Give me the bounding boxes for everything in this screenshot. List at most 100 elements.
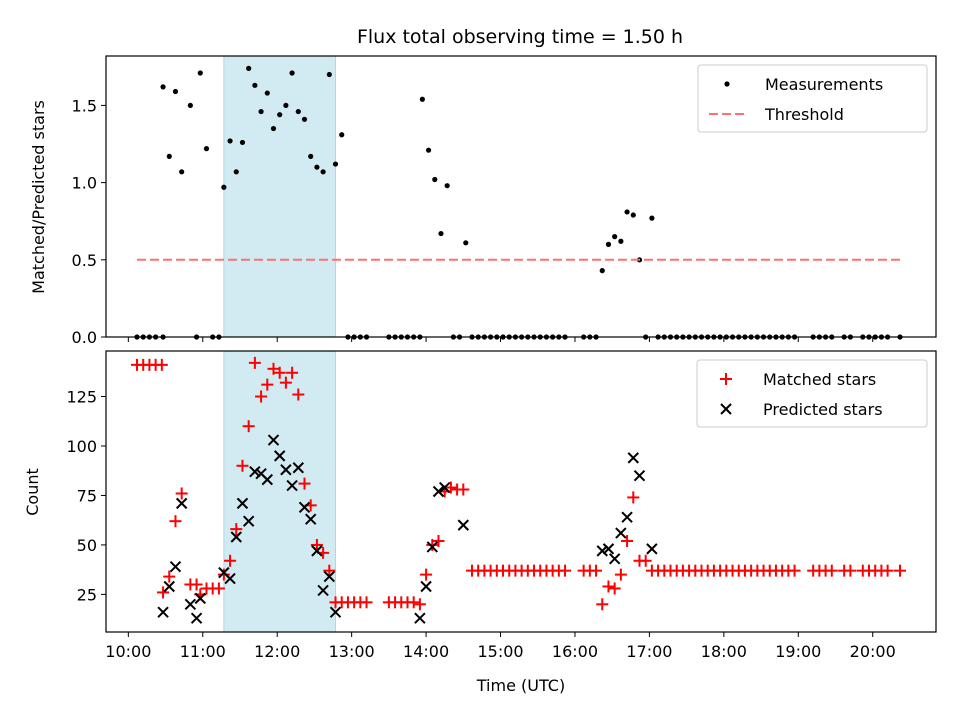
- predicted-stars-point: [175, 497, 188, 510]
- measurement-point: [289, 70, 295, 76]
- measurement-point: [339, 132, 345, 138]
- predicted-stars-point: [457, 519, 470, 531]
- matched-stars-point: [248, 356, 261, 369]
- matched-stars-point: [323, 564, 336, 577]
- matched-stars-point: [298, 477, 311, 490]
- predicted-stars-point: [615, 527, 627, 539]
- measurement-point: [320, 169, 326, 175]
- matched-stars-point: [261, 378, 274, 391]
- count-panel: 25 50 75 100 125 10:00 11:00 12:00 13:00 14:00 15…: [23, 350, 937, 695]
- matched-stars-point: [639, 554, 652, 567]
- measurement-point: [314, 164, 320, 170]
- x-tick-label: 18:00: [701, 642, 747, 661]
- predicted-stars-point: [438, 481, 451, 494]
- predicted-stars-point: [298, 501, 311, 514]
- measurement-point: [246, 65, 252, 71]
- predicted-stars-point: [432, 485, 445, 498]
- predicted-stars-point: [163, 580, 175, 593]
- matched-stars-point: [310, 538, 323, 551]
- x-tick-label: 12:00: [254, 642, 300, 661]
- legend-label-matched: Matched stars: [763, 370, 876, 389]
- shaded-span: [223, 350, 337, 633]
- measurement-point: [239, 139, 246, 146]
- matched-stars-point: [217, 568, 230, 581]
- chart-title: Flux total observing time = 1.50 h: [357, 26, 683, 48]
- matched-stars-point: [236, 459, 249, 472]
- matched-stars-point: [457, 483, 470, 496]
- measurement-point: [649, 215, 655, 221]
- matched-stars-point: [881, 564, 894, 577]
- predicted-stars-point: [249, 466, 261, 478]
- matched-stars-point: [163, 570, 176, 583]
- matched-stars-point: [825, 564, 838, 577]
- legend-label-predicted: Predicted stars: [763, 400, 883, 419]
- x-tick-label: 15:00: [477, 642, 523, 661]
- predicted-stars-point: [280, 464, 292, 476]
- matched-stars-point: [230, 523, 243, 536]
- measurement-point: [277, 112, 283, 118]
- measurement-point: [197, 70, 203, 76]
- x-axis-label: Time (UTC): [476, 676, 565, 695]
- legend-marker-matched: [720, 373, 732, 385]
- x-tick-label: 17:00: [626, 642, 672, 661]
- count-legend: Matched stars Predicted stars: [696, 359, 928, 428]
- matched-stars-point: [432, 534, 445, 547]
- measurement-point: [179, 169, 185, 175]
- x-axis-ticks: [127, 337, 874, 342]
- predicted-stars-point: [646, 543, 658, 555]
- predicted-stars-point: [414, 612, 426, 624]
- matched-stars-point: [590, 564, 603, 577]
- predicted-stars-point: [608, 553, 621, 565]
- measurement-point: [203, 146, 210, 152]
- matched-stars-point: [267, 362, 280, 375]
- measurement-point: [605, 241, 612, 247]
- predicted-stars-point: [236, 497, 249, 510]
- y-axis-ticks: 25 50 75 100 125: [66, 388, 106, 604]
- measurement-point: [187, 102, 193, 109]
- measurement-point: [166, 153, 172, 159]
- matched-stars-point: [224, 554, 237, 567]
- predicted-stars-point: [184, 598, 197, 611]
- predicted-stars-point: [317, 584, 329, 597]
- matched-stars-point: [602, 580, 615, 593]
- measurement-point: [252, 82, 258, 88]
- predicted-stars-point: [633, 469, 646, 482]
- matched-stars-point: [212, 582, 225, 595]
- predicted-stars-point: [305, 513, 317, 525]
- predicted-stars-point: [261, 473, 273, 486]
- legend-label-measurements: Measurements: [765, 75, 883, 94]
- count-series: [131, 356, 907, 624]
- matched-stars-point: [413, 598, 426, 611]
- matched-stars-point: [559, 564, 572, 577]
- measurement-point: [463, 240, 469, 246]
- predicted-stars-point: [292, 462, 305, 474]
- y-tick-label: 1.5: [72, 96, 97, 115]
- measurement-point: [444, 183, 450, 189]
- matched-stars-point: [157, 586, 170, 599]
- y-axis-label: Matched/Predicted stars: [29, 100, 48, 294]
- matched-stars-point: [420, 568, 433, 581]
- matched-stars-point: [444, 481, 457, 494]
- x-tick-label: 11:00: [180, 642, 226, 661]
- legend-marker-measurements: [724, 81, 730, 87]
- measurement-point: [264, 90, 270, 96]
- y-axis-label: Count: [23, 468, 42, 516]
- measurement-point: [308, 153, 314, 159]
- predicted-stars-point: [311, 545, 323, 557]
- predicted-stars-point: [169, 560, 182, 573]
- x-tick-label: 19:00: [775, 642, 821, 661]
- predicted-stars-point: [230, 531, 242, 543]
- matched-stars-point: [169, 515, 182, 528]
- predicted-stars-point: [420, 580, 432, 593]
- shaded-time-span: [223, 55, 337, 338]
- predicted-stars-point: [224, 572, 236, 585]
- matched-stars-point: [286, 366, 299, 379]
- ratio-legend: Measurements Threshold: [697, 64, 928, 133]
- y-tick-label: 125: [66, 388, 97, 407]
- measurement-point: [599, 268, 605, 274]
- predicted-stars-point: [596, 545, 608, 557]
- measurement-point: [301, 116, 308, 122]
- predicted-stars-point: [627, 452, 639, 464]
- y-tick-label: 0.5: [72, 251, 97, 270]
- measurement-point: [227, 138, 233, 144]
